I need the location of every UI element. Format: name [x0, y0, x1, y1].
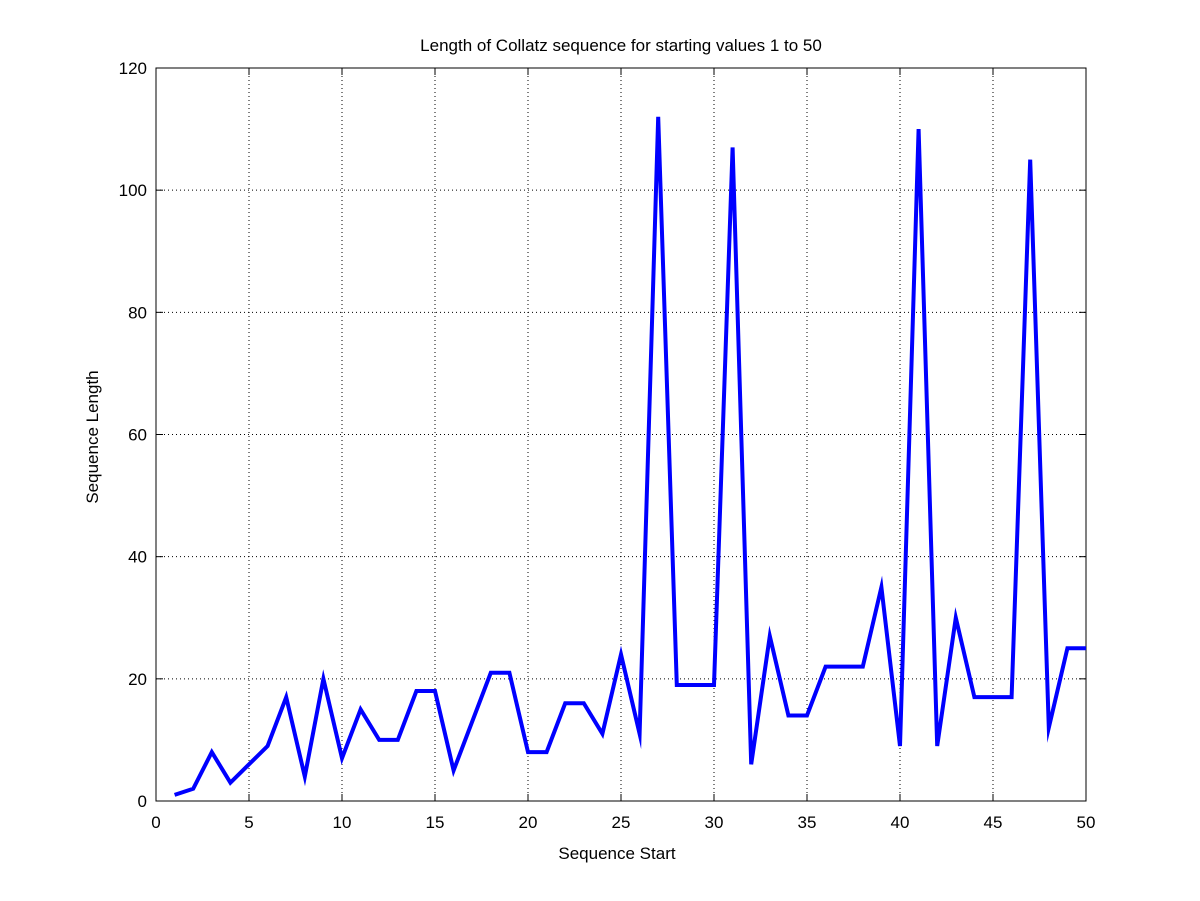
data-point: [1028, 158, 1032, 162]
x-axis-label: Sequence Start: [558, 844, 675, 863]
grid-lines: [156, 68, 1086, 801]
data-point: [786, 713, 790, 717]
data-point: [1010, 695, 1014, 699]
x-tick-label: 15: [426, 813, 445, 832]
y-tick-label: 80: [128, 303, 147, 322]
chart-title: Length of Collatz sequence for starting …: [420, 36, 822, 55]
data-point: [842, 665, 846, 669]
data-point: [563, 701, 567, 705]
y-tick-label: 0: [138, 792, 147, 811]
data-point: [210, 750, 214, 754]
data-point: [935, 744, 939, 748]
y-tick-label: 20: [128, 670, 147, 689]
data-point: [693, 683, 697, 687]
data-point: [898, 744, 902, 748]
data-point: [173, 793, 177, 797]
axis-ticks: 0 5 10 15 20 25 30 35 40 45 50 0 20 40 60 80 100 120: [119, 59, 1096, 832]
data-point: [228, 781, 232, 785]
data-point: [452, 768, 456, 772]
data-point: [991, 695, 995, 699]
data-point: [805, 713, 809, 717]
data-point: [656, 115, 660, 119]
data-point: [340, 756, 344, 760]
data-point: [526, 750, 530, 754]
series-line: [173, 116, 1086, 797]
data-point: [414, 689, 418, 693]
data-point: [879, 585, 883, 589]
x-tick-label: 5: [244, 813, 253, 832]
data-point: [247, 762, 251, 766]
data-point: [731, 145, 735, 149]
data-point: [489, 671, 493, 675]
data-point: [619, 652, 623, 656]
data-point: [321, 677, 325, 681]
x-tick-label: 40: [891, 813, 910, 832]
data-point: [303, 775, 307, 779]
data-point: [191, 787, 195, 791]
data-point: [638, 732, 642, 736]
data-point: [749, 762, 753, 766]
data-point: [861, 665, 865, 669]
data-point: [377, 738, 381, 742]
data-point: [396, 738, 400, 742]
x-tick-label: 35: [798, 813, 817, 832]
series-layer: [173, 116, 1086, 797]
x-tick-label: 30: [705, 813, 724, 832]
x-tick-label: 45: [984, 813, 1003, 832]
x-tick-label: 0: [151, 813, 160, 832]
y-axis-label: Sequence Length: [83, 370, 102, 503]
data-point: [972, 695, 976, 699]
y-tick-label: 40: [128, 548, 147, 567]
data-point: [582, 701, 586, 705]
data-point: [712, 683, 716, 687]
data-point: [545, 750, 549, 754]
x-tick-label: 10: [333, 813, 352, 832]
data-point: [266, 744, 270, 748]
data-point: [600, 732, 604, 736]
x-tick-label: 50: [1077, 813, 1096, 832]
data-point: [359, 707, 363, 711]
y-tick-label: 60: [128, 426, 147, 445]
data-point: [1065, 646, 1069, 650]
y-tick-label: 100: [119, 181, 147, 200]
data-point: [954, 616, 958, 620]
data-point: [1047, 726, 1051, 730]
y-tick-label: 120: [119, 59, 147, 78]
data-point: [433, 689, 437, 693]
data-point: [507, 671, 511, 675]
x-tick-label: 20: [519, 813, 538, 832]
data-point: [917, 127, 921, 131]
data-point: [768, 634, 772, 638]
data-point: [1084, 646, 1088, 650]
data-point: [824, 665, 828, 669]
data-point: [284, 695, 288, 699]
data-point: [470, 720, 474, 724]
x-tick-label: 25: [612, 813, 631, 832]
data-point: [675, 683, 679, 687]
